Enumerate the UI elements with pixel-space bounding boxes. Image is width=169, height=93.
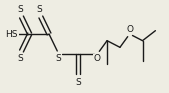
Text: O: O xyxy=(126,25,133,33)
Text: S: S xyxy=(56,54,62,64)
Text: HS: HS xyxy=(6,29,18,39)
Text: S: S xyxy=(17,54,23,64)
Text: S: S xyxy=(75,78,81,87)
Text: S: S xyxy=(17,5,23,13)
Text: S: S xyxy=(37,5,42,13)
Text: O: O xyxy=(94,54,101,64)
